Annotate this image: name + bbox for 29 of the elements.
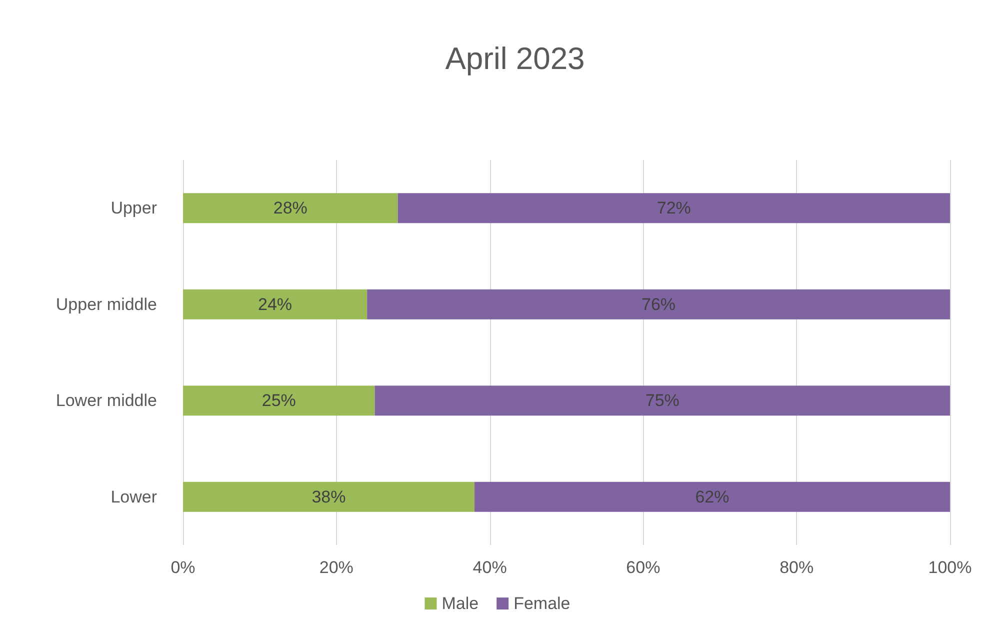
data-label: 24% <box>258 294 292 314</box>
y-tick-label: Upper <box>110 198 158 218</box>
data-label: 72% <box>656 198 691 218</box>
bar <box>183 386 375 416</box>
y-tick-label: Lower middle <box>56 391 157 410</box>
data-label: 75% <box>645 391 680 410</box>
data-label: 62% <box>695 487 730 506</box>
bar <box>367 289 950 320</box>
data-label: 25% <box>262 391 296 410</box>
y-tick-label: Lower <box>110 487 158 506</box>
legend-label: Female <box>514 594 570 613</box>
x-tick-label: 100% <box>928 558 972 577</box>
bar <box>374 386 950 416</box>
y-tick-label: Upper middle <box>56 294 157 314</box>
data-label: 28% <box>273 198 308 218</box>
bar <box>183 289 368 320</box>
bar <box>398 193 950 224</box>
x-tick-label: 20% <box>319 558 354 577</box>
x-tick-label: 80% <box>780 558 814 577</box>
x-tick-label: 40% <box>472 558 507 577</box>
bar <box>474 482 950 512</box>
chart-title: April 2023 <box>445 41 585 76</box>
x-tick-label: 0% <box>170 558 196 577</box>
x-tick-label: 60% <box>626 558 660 577</box>
bar <box>183 482 474 512</box>
data-label: 38% <box>312 487 346 506</box>
legend-label: Male <box>442 594 479 613</box>
data-label: 76% <box>642 294 676 314</box>
bar <box>183 193 398 224</box>
